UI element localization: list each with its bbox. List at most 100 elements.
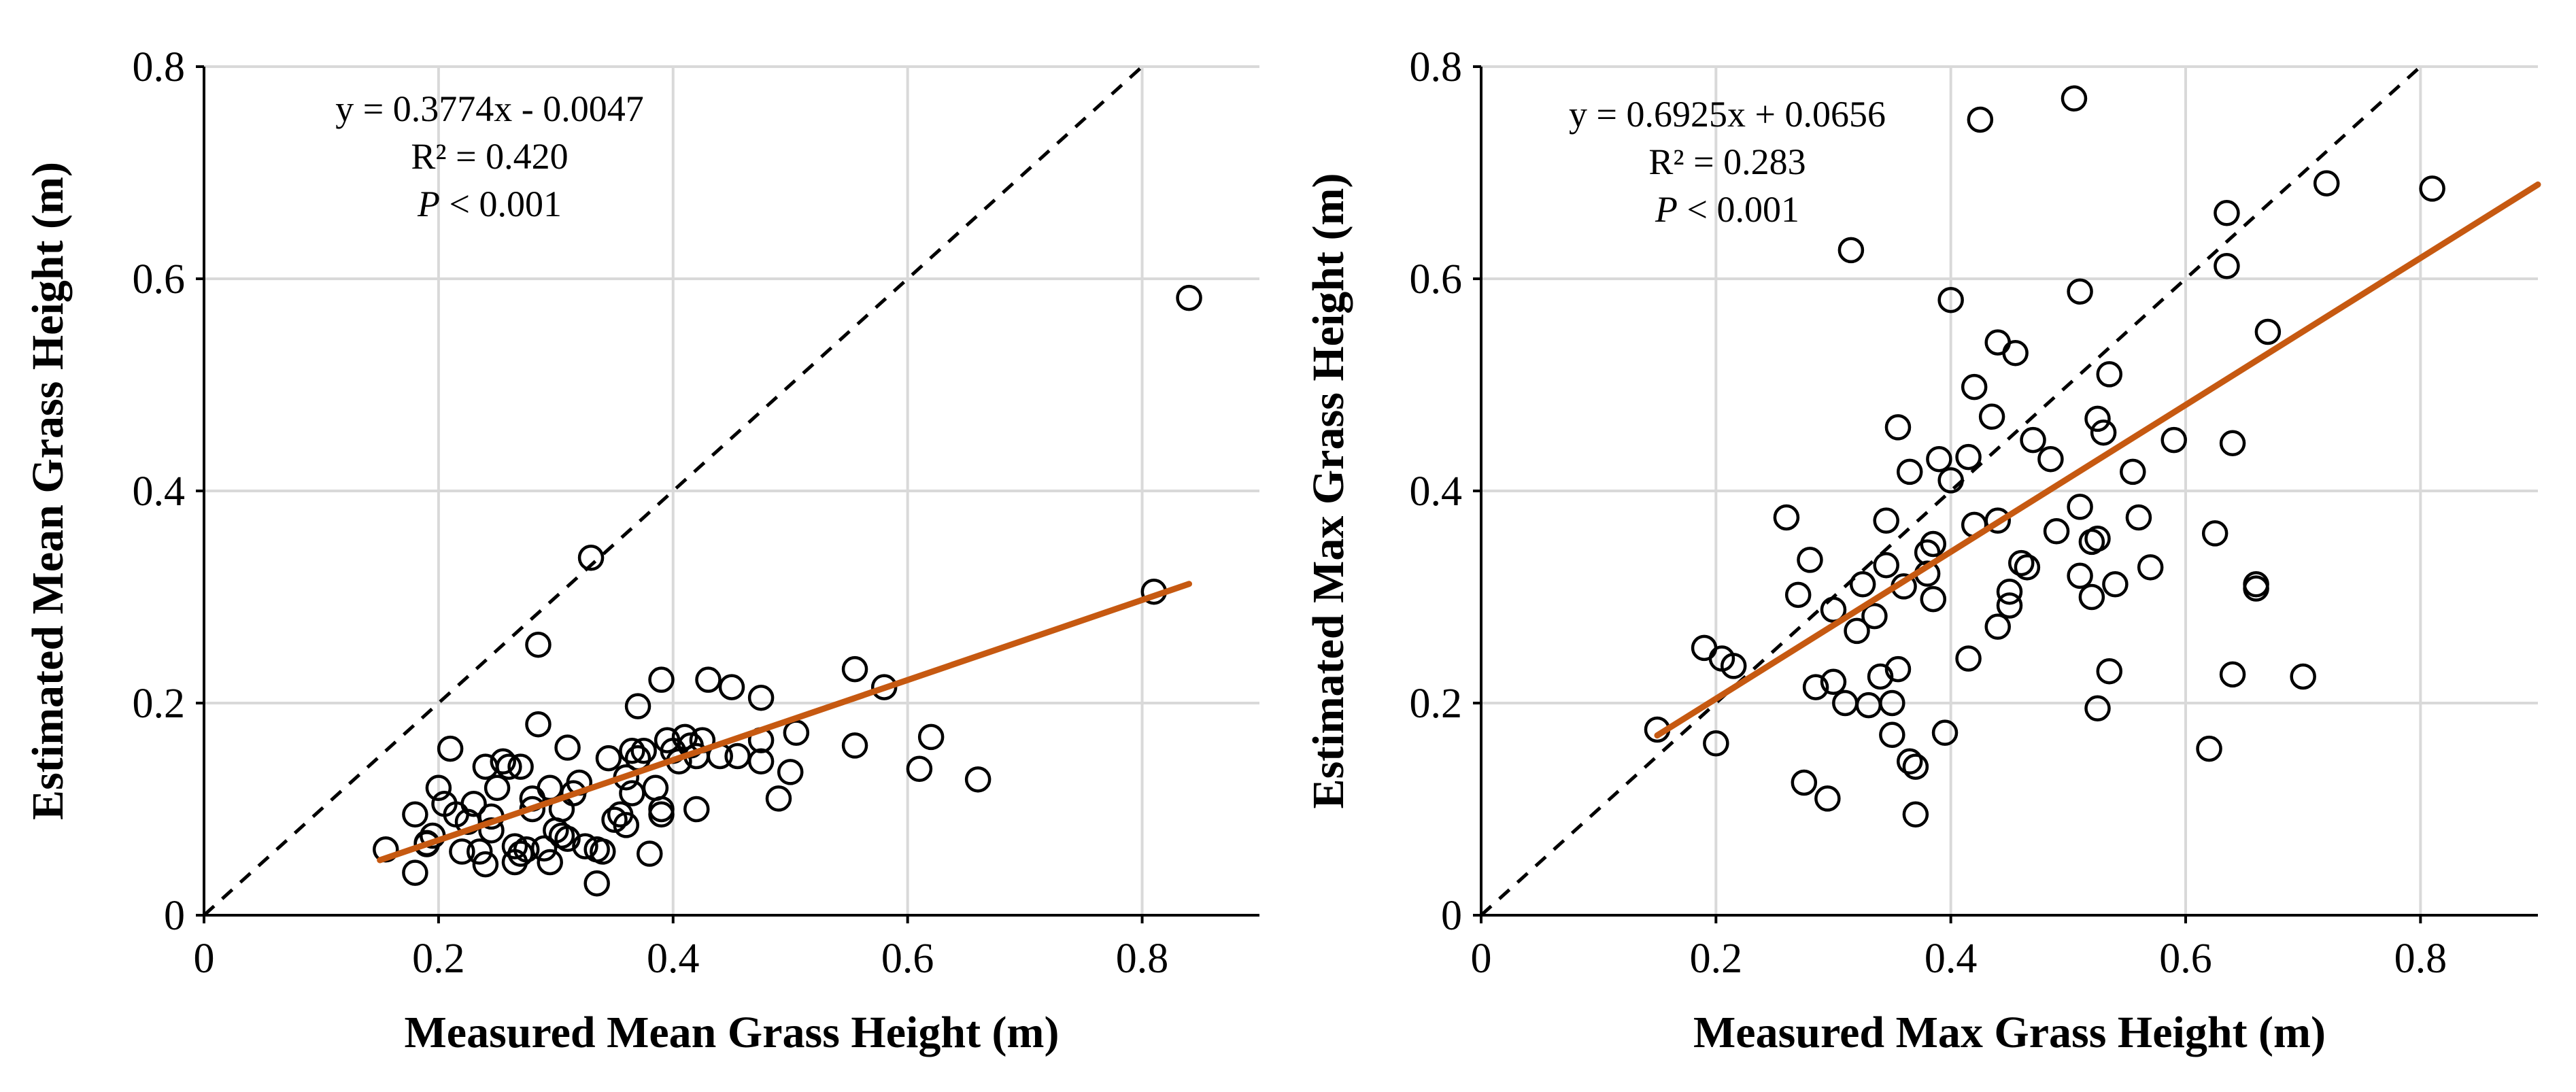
x-tick-label: 0.8 [1116,936,1169,982]
data-point [1855,692,1882,719]
data-point [1920,585,1947,613]
data-point [648,666,675,693]
data-point [765,785,792,812]
data-point [630,737,657,764]
data-point [1784,581,1812,609]
x-tick-label: 0.6 [881,936,934,982]
data-point [583,870,610,897]
one-to-one-line [1480,65,2422,917]
data-point [525,711,552,738]
data-point [2061,85,2088,112]
data-point [841,655,868,683]
data-point [507,753,534,780]
data-point [2243,575,2269,602]
data-point [2290,663,2316,690]
data-point [1867,663,1894,690]
data-point [1703,730,1729,757]
data-point [501,833,528,859]
data-point [2102,571,2129,598]
x-tick-label: 0 [194,936,215,982]
data-point [2067,494,2093,520]
r-squared: R² = 0.420 [411,136,568,177]
data-point [2014,554,2041,581]
data-point [1861,602,1888,630]
r-squared: R² = 0.283 [1648,141,1806,182]
x-tick-label: 0.4 [647,936,700,982]
data-point [554,734,581,761]
data-point [841,732,868,759]
data-point [648,801,675,828]
data-point [2084,695,2111,722]
y-axis-title: Estimated Mean Grass Height (m) [23,162,73,820]
data-point [2160,426,2187,454]
data-point [619,780,645,806]
data-point [648,796,675,823]
data-point [2084,405,2111,432]
data-point [2419,175,2445,202]
regression-line [377,581,1193,864]
data-point [466,838,493,865]
y-tick-label: 0.2 [1410,681,1463,727]
p-value: P < 0.001 [417,184,562,224]
y-tick-label: 0.6 [133,256,186,303]
data-point [525,631,552,658]
data-point [1873,551,1899,579]
data-point [1176,284,1202,311]
data-point [1931,719,1959,746]
data-point [1820,596,1847,623]
regression-line [1654,181,2541,739]
data-point [2214,253,2240,279]
regression-equation: y = 0.3774x - 0.0047 [335,88,643,129]
y-tick-label: 0.8 [1410,44,1463,90]
data-point [642,774,669,802]
data-point [590,838,616,865]
data-point [2214,200,2240,226]
data-point [1902,753,1929,780]
data-point [683,796,710,823]
data-point [747,684,775,711]
data-point [2125,504,2152,531]
data-point [624,693,651,719]
data-point [1896,458,1923,485]
x-tick-label: 0.2 [1690,936,1743,982]
data-point [2254,318,2282,345]
data-point [1879,689,1905,717]
data-point [537,774,563,802]
data-point [1937,467,1964,494]
data-point [2002,339,2029,366]
data-point [478,817,505,844]
data-point [1844,617,1870,645]
p-symbol: P [1655,189,1678,230]
data-point [402,801,428,828]
data-point [460,790,487,817]
data-point [2043,518,2070,545]
data-point [777,759,804,785]
data-point [490,748,516,775]
data-point [2201,520,2228,547]
x-tick-label: 0.2 [412,936,465,982]
data-point [1926,445,1952,473]
x-tick-label: 0.4 [1925,936,1978,982]
y-tick-label: 0.4 [133,468,186,515]
data-point [2137,554,2164,581]
y-tick-label: 0.2 [133,681,186,727]
right-panel: 0 0.2 0.4 0.6 0.8 0 0.2 0.4 0.6 0.8 y = 0.6925x + … [1304,44,2541,1057]
one-to-one-line [203,65,1144,917]
data-point [2120,458,2146,485]
data-point [472,851,499,878]
p-symbol: P [417,184,440,224]
data-point [747,748,775,775]
left-panel: 0 0.2 0.4 0.6 0.8 0 0.2 0.4 0.6 0.8 y = 0.3774x - … [23,44,1259,1057]
data-point [1955,645,1982,672]
data-point [783,719,810,746]
y-tick-label: 0.8 [133,44,186,90]
data-point [637,840,663,867]
data-point [724,743,751,770]
data-point [1802,674,1829,700]
data-point [1720,653,1747,679]
data-point [964,766,992,793]
x-tick-label: 0.8 [2394,936,2447,982]
x-tick-label: 0 [1471,936,1492,982]
data-point [1961,373,1988,400]
